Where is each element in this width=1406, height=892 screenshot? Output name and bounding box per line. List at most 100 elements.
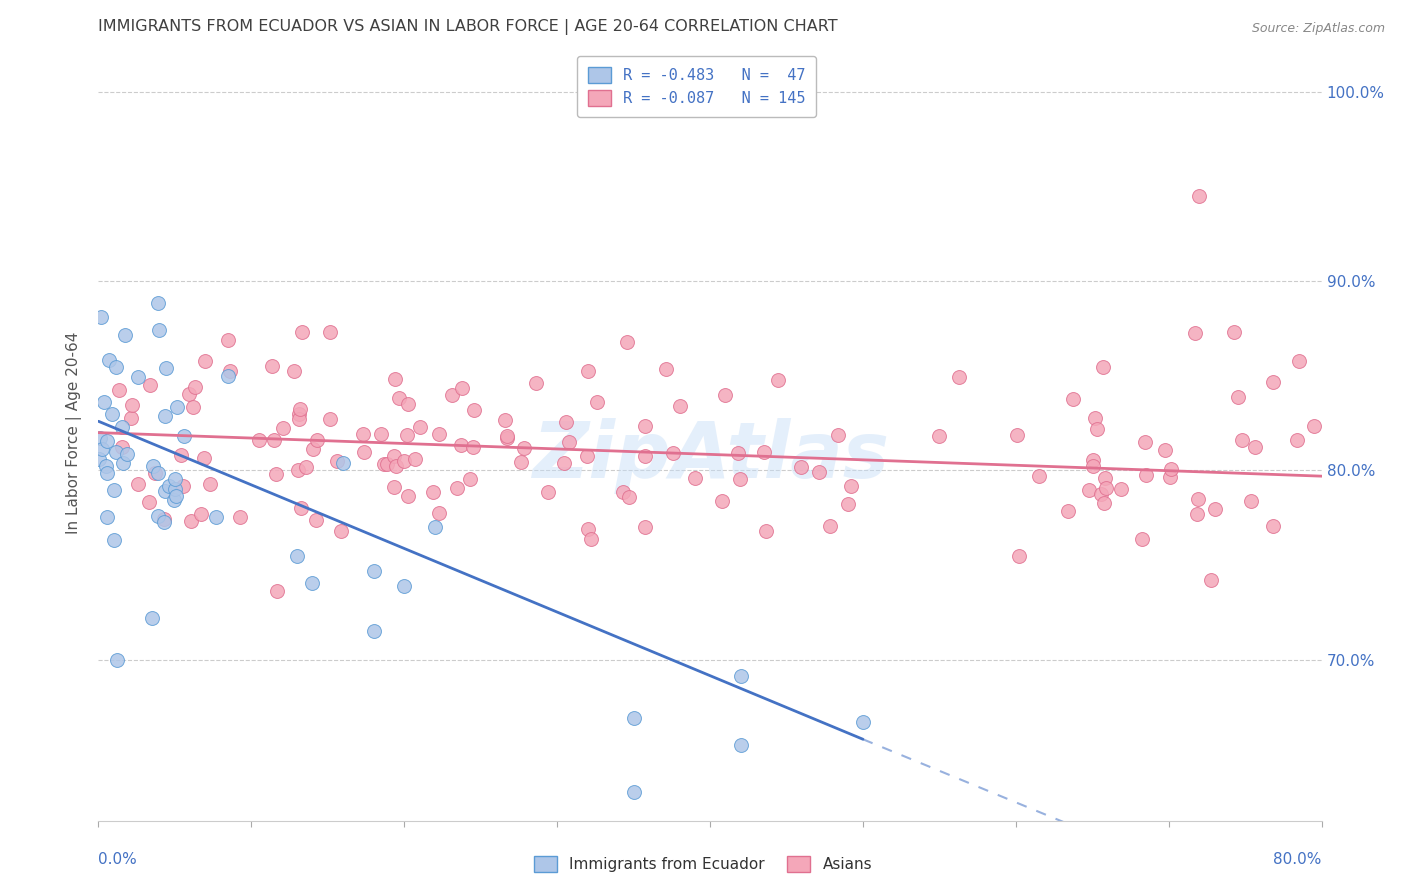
Point	[166, 489, 188, 503]
Point	[450, 438, 472, 452]
Point	[766, 373, 789, 387]
Point	[305, 513, 328, 527]
Point	[1078, 483, 1101, 497]
Point	[375, 457, 398, 471]
Point	[105, 360, 128, 375]
Point	[89, 431, 111, 445]
Point	[193, 450, 215, 465]
Point	[157, 479, 180, 493]
Point	[837, 497, 859, 511]
Point	[730, 738, 752, 752]
Point	[1028, 468, 1050, 483]
Point	[623, 785, 645, 799]
Point	[332, 456, 354, 470]
Point	[330, 524, 353, 538]
Point	[94, 458, 117, 473]
Point	[148, 467, 170, 481]
Point	[1261, 375, 1284, 389]
Point	[1185, 507, 1208, 521]
Point	[305, 433, 328, 447]
Point	[229, 509, 252, 524]
Point	[1085, 422, 1108, 436]
Point	[319, 325, 342, 339]
Point	[288, 412, 311, 426]
Point	[363, 624, 385, 639]
Point	[87, 451, 110, 466]
Point	[114, 327, 136, 342]
Point	[495, 431, 517, 445]
Point	[494, 413, 516, 427]
Point	[98, 353, 121, 368]
Point	[512, 441, 534, 455]
Point	[555, 415, 578, 429]
Point	[153, 409, 176, 424]
Point	[1184, 326, 1206, 341]
Point	[103, 533, 125, 548]
Legend: R = -0.483   N =  47, R = -0.087   N = 145: R = -0.483 N = 47, R = -0.087 N = 145	[576, 56, 815, 117]
Point	[807, 465, 830, 479]
Point	[616, 335, 638, 350]
Point	[1153, 442, 1175, 457]
Point	[392, 454, 415, 468]
Point	[283, 364, 305, 378]
Point	[633, 418, 655, 433]
Point	[190, 507, 212, 521]
Point	[93, 394, 115, 409]
Point	[404, 452, 426, 467]
Point	[290, 401, 312, 416]
Point	[1263, 519, 1285, 533]
Point	[623, 711, 645, 725]
Point	[463, 440, 485, 454]
Point	[396, 397, 419, 411]
Point	[326, 454, 349, 468]
Point	[1091, 359, 1114, 374]
Point	[105, 653, 128, 667]
Point	[495, 429, 517, 443]
Point	[247, 433, 270, 447]
Point	[408, 420, 430, 434]
Point	[127, 477, 149, 491]
Point	[200, 477, 222, 491]
Point	[111, 420, 134, 434]
Point	[142, 458, 165, 473]
Point	[1230, 433, 1253, 447]
Point	[388, 391, 411, 405]
Point	[217, 368, 239, 383]
Point	[111, 440, 134, 454]
Point	[852, 714, 875, 729]
Point	[634, 519, 657, 533]
Point	[363, 564, 385, 578]
Point	[121, 398, 143, 412]
Point	[446, 481, 468, 495]
Point	[1056, 504, 1078, 518]
Point	[1090, 487, 1112, 501]
Point	[713, 388, 735, 402]
Point	[1130, 532, 1153, 546]
Point	[617, 490, 640, 504]
Point	[789, 460, 811, 475]
Point	[101, 407, 124, 421]
Point	[318, 411, 340, 425]
Point	[180, 514, 202, 528]
Point	[1227, 390, 1250, 404]
Point	[266, 584, 288, 599]
Point	[104, 445, 127, 459]
Point	[138, 494, 160, 508]
Text: 80.0%: 80.0%	[1274, 852, 1322, 867]
Point	[163, 482, 186, 496]
Point	[120, 410, 142, 425]
Point	[553, 456, 575, 470]
Text: ZipAtlas: ZipAtlas	[531, 417, 889, 494]
Point	[90, 310, 112, 324]
Point	[1243, 440, 1265, 454]
Point	[669, 399, 692, 413]
Point	[170, 449, 193, 463]
Point	[382, 480, 405, 494]
Point	[422, 484, 444, 499]
Point	[585, 395, 607, 409]
Point	[141, 611, 163, 625]
Point	[1081, 458, 1104, 473]
Point	[1240, 493, 1263, 508]
Point	[683, 471, 706, 485]
Point	[373, 457, 395, 471]
